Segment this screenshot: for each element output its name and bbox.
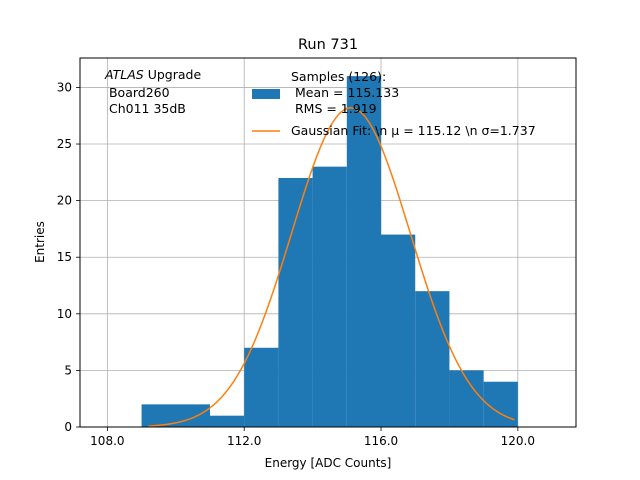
annotation-line-1: ATLAS Upgrade	[104, 67, 201, 82]
x-tick-label: 120.0	[501, 434, 535, 448]
histogram-bar	[312, 166, 347, 427]
y-tick-label: 30	[57, 80, 72, 94]
y-tick-label: 20	[57, 194, 72, 208]
histogram-bars	[141, 76, 518, 428]
x-tick-label: 116.0	[364, 434, 398, 448]
y-tick-label: 5	[64, 363, 72, 377]
histogram-bar	[415, 291, 450, 427]
y-tick-label: 15	[57, 250, 72, 264]
y-tick-label: 25	[57, 137, 72, 151]
histogram-bar	[141, 404, 210, 427]
x-axis: 108.0 112.0 116.0 120.0	[90, 427, 535, 448]
legend-fit-label: Gaussian Fit: \n μ = 115.12 \n σ=1.737	[291, 123, 536, 138]
annotation-atlas: ATLAS	[104, 67, 144, 82]
x-axis-label: Energy [ADC Counts]	[265, 456, 392, 470]
y-axis-label: Entries	[33, 221, 47, 263]
fit-curve	[148, 107, 515, 427]
legend-histogram-label-2: Mean = 115.133	[291, 85, 399, 100]
plot-frame	[79, 57, 577, 428]
gaussian-fit	[148, 107, 515, 427]
x-tick-label: 108.0	[90, 434, 124, 448]
annotation-upgrade: Upgrade	[144, 67, 202, 82]
annotation-box: ATLAS Upgrade Board260 Ch011 35dB	[104, 67, 201, 116]
x-tick-label: 112.0	[227, 434, 261, 448]
legend-histogram-label-1: Samples (126):	[291, 69, 386, 84]
annotation-line-2: Board260	[105, 85, 170, 100]
y-tick-label: 0	[64, 420, 72, 434]
histogram-bar	[381, 234, 416, 427]
histogram-bar	[209, 415, 245, 427]
legend-histogram-label-3: RMS = 1.919	[291, 101, 377, 116]
legend-histogram-swatch	[252, 89, 280, 99]
histogram-bar	[244, 347, 279, 427]
annotation-line-3: Ch011 35dB	[105, 101, 186, 116]
histogram-bar	[483, 381, 518, 427]
y-tick-label: 10	[57, 307, 72, 321]
chart-title: Run 731	[298, 37, 358, 53]
legend: Samples (126): Mean = 115.133 RMS = 1.91…	[252, 69, 536, 138]
histogram-bar	[278, 177, 313, 427]
y-axis: 0 5 10 15 20 25 30	[57, 80, 80, 434]
